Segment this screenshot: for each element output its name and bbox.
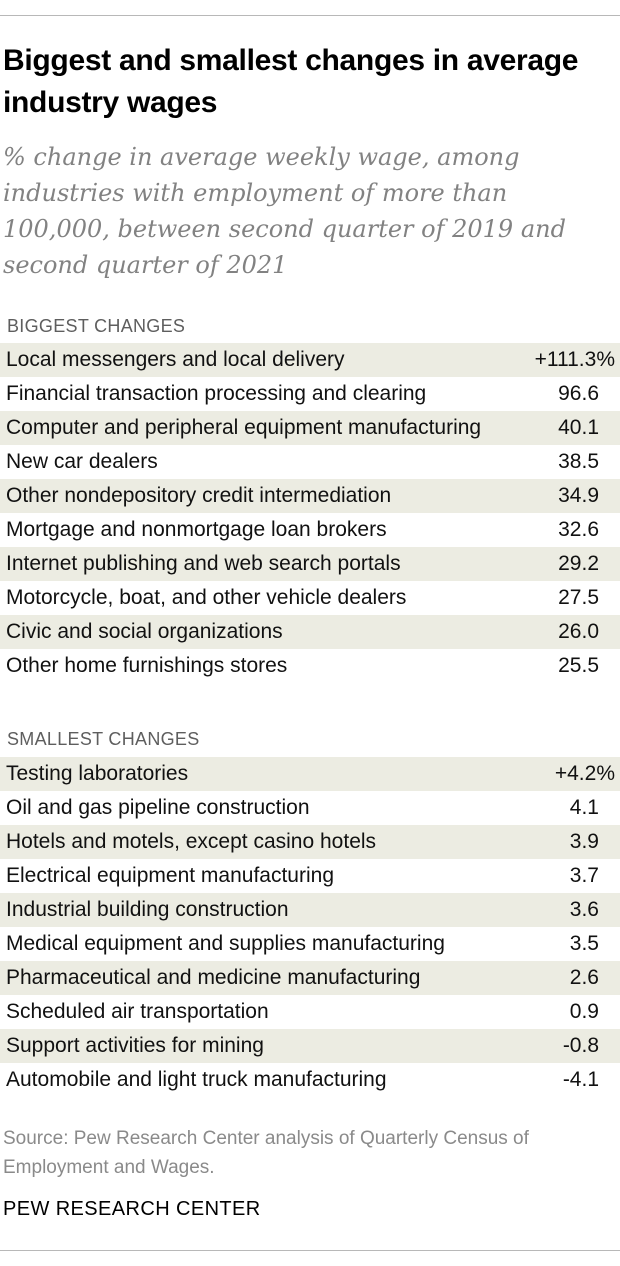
industry-label: Industrial building construction <box>6 898 289 921</box>
industry-label: Internet publishing and web search porta… <box>6 552 401 575</box>
industry-label: Civic and social organizations <box>6 620 283 643</box>
percent-change-value: -4.1 <box>562 1068 599 1091</box>
industry-label: Other home furnishings stores <box>6 654 288 677</box>
percent-change-value: 29.2 <box>558 552 599 575</box>
top-rule <box>0 15 620 16</box>
table-row: Internet publishing and web search porta… <box>0 547 620 581</box>
industry-label: Hotels and motels, except casino hotels <box>6 830 377 853</box>
percent-change-value: 26.0 <box>558 620 599 643</box>
industry-label: Local messengers and local delivery <box>6 348 345 371</box>
bottom-rule <box>0 1250 620 1251</box>
industry-label: Automobile and light truck manufacturing <box>6 1068 387 1091</box>
table-row: Computer and peripheral equipment manufa… <box>0 411 620 445</box>
industry-label: Pharmaceutical and medicine manufacturin… <box>6 966 421 989</box>
smallest-changes-table: Testing laboratories +4.2% Oil and gas pip… <box>0 757 620 1097</box>
percent-change-value: 0.9 <box>569 1000 599 1023</box>
table-row: Financial transaction processing and cle… <box>0 377 620 411</box>
table-row: New car dealers 38.5 <box>0 445 620 479</box>
industry-label: Other nondepository credit intermediatio… <box>6 484 392 507</box>
table-row: Oil and gas pipeline construction 4.1 <box>0 791 620 825</box>
industry-label: Mortgage and nonmortgage loan brokers <box>6 518 387 541</box>
table-row: Electrical equipment manufacturing 3.7 <box>0 859 620 893</box>
table-row: Civic and social organizations 26.0 <box>0 615 620 649</box>
percent-change-value: 40.1 <box>558 416 599 439</box>
industry-label: Oil and gas pipeline construction <box>6 796 310 819</box>
percent-change-value: 3.9 <box>569 830 599 853</box>
table-row: Motorcycle, boat, and other vehicle deal… <box>0 581 620 615</box>
table-row: Other nondepository credit intermediatio… <box>0 479 620 513</box>
industry-label: Testing laboratories <box>6 762 189 785</box>
percent-change-value: +111.3% <box>534 348 615 371</box>
chart-subtitle: % change in average weekly wage, among i… <box>3 143 566 279</box>
industry-label: Support activities for mining <box>6 1034 264 1057</box>
biggest-changes-table: Local messengers and local delivery +111.… <box>0 343 620 683</box>
section-label-biggest: BIGGEST CHANGES <box>7 316 186 336</box>
table-row: Automobile and light truck manufacturing… <box>0 1063 620 1097</box>
table-row: Local messengers and local delivery +111.… <box>0 343 620 377</box>
industry-label: Scheduled air transportation <box>6 1000 269 1023</box>
percent-change-value: 3.7 <box>569 864 599 887</box>
table-row: Hotels and motels, except casino hotels 3… <box>0 825 620 859</box>
industry-label: Computer and peripheral equipment manufa… <box>6 416 482 439</box>
table-row: Scheduled air transportation 0.9 <box>0 995 620 1029</box>
industry-label: Financial transaction processing and cle… <box>6 382 427 405</box>
table-row: Pharmaceutical and medicine manufacturin… <box>0 961 620 995</box>
percent-change-value: +4.2% <box>554 762 615 785</box>
table-row: Medical equipment and supplies manufactu… <box>0 927 620 961</box>
percent-change-value: -0.8 <box>562 1034 599 1057</box>
percent-change-value: 3.5 <box>569 932 599 955</box>
percent-change-value: 25.5 <box>558 654 599 677</box>
industry-label: Motorcycle, boat, and other vehicle deal… <box>6 586 407 609</box>
industry-label: New car dealers <box>6 450 158 473</box>
table-row: Mortgage and nonmortgage loan brokers 32.… <box>0 513 620 547</box>
table-row: Industrial building construction 3.6 <box>0 893 620 927</box>
percent-change-value: 34.9 <box>558 484 599 507</box>
org-credit: PEW RESEARCH CENTER <box>3 1198 261 1220</box>
percent-change-value: 27.5 <box>558 586 599 609</box>
percent-change-value: 32.6 <box>558 518 599 541</box>
source-note: Source: Pew Research Center analysis of … <box>3 1128 529 1178</box>
percent-change-value: 2.6 <box>569 966 599 989</box>
chart-title: Biggest and smallest changes in average … <box>3 44 579 119</box>
percent-change-value: 96.6 <box>558 382 599 405</box>
table-row: Other home furnishings stores 25.5 <box>0 649 620 683</box>
table-row: Support activities for mining -0.8 <box>0 1029 620 1063</box>
percent-change-value: 4.1 <box>569 796 599 819</box>
percent-change-value: 3.6 <box>569 898 599 921</box>
percent-change-value: 38.5 <box>558 450 599 473</box>
industry-label: Medical equipment and supplies manufactu… <box>6 932 445 955</box>
section-label-smallest: SMALLEST CHANGES <box>7 729 200 749</box>
industry-label: Electrical equipment manufacturing <box>6 864 335 887</box>
table-row: Testing laboratories +4.2% <box>0 757 620 791</box>
